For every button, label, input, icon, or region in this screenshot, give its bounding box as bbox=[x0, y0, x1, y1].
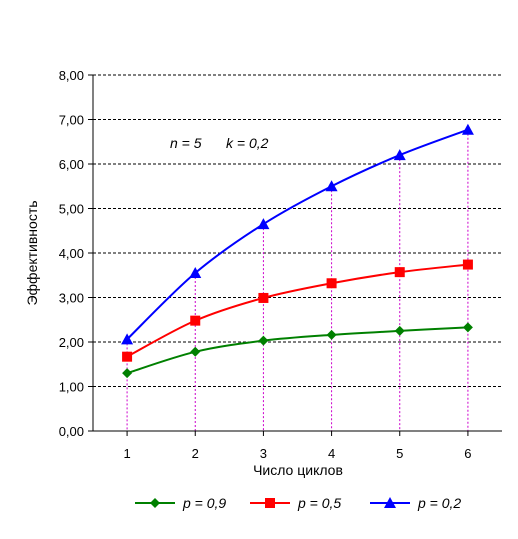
data-point bbox=[189, 267, 202, 279]
y-axis-title: Эффективность bbox=[24, 200, 40, 305]
y-tick-label: 8,00 bbox=[59, 68, 84, 83]
annotation-n: n = 5 bbox=[170, 135, 202, 151]
legend-label: p = 0,9 bbox=[182, 495, 226, 511]
data-point bbox=[258, 335, 269, 346]
data-point bbox=[190, 315, 201, 326]
data-point bbox=[325, 180, 338, 192]
x-tick-label: 5 bbox=[396, 446, 403, 461]
x-tick-label: 3 bbox=[260, 446, 267, 461]
data-point bbox=[257, 218, 270, 230]
data-point bbox=[461, 123, 474, 135]
y-tick-label: 2,00 bbox=[59, 335, 84, 350]
legend: p = 0,9 p = 0,5 p = 0,2 bbox=[135, 495, 461, 511]
data-point bbox=[121, 333, 134, 345]
data-point bbox=[393, 149, 406, 161]
drop-lines bbox=[126, 129, 469, 431]
y-tick-label: 0,00 bbox=[59, 424, 84, 439]
legend-item: p = 0,2 bbox=[370, 495, 461, 511]
data-point bbox=[190, 346, 201, 357]
axes bbox=[88, 74, 502, 436]
x-tick-label: 1 bbox=[123, 446, 130, 461]
y-tick-label: 3,00 bbox=[59, 291, 84, 306]
data-point bbox=[394, 325, 405, 336]
data-point bbox=[394, 267, 405, 278]
x-tick-label: 4 bbox=[328, 446, 335, 461]
y-tick-labels: 0,00 1,00 2,00 3,00 4,00 5,00 6,00 7,00 8,00 bbox=[59, 68, 84, 439]
series-group bbox=[121, 123, 474, 379]
gridlines bbox=[93, 74, 502, 387]
legend-label: p = 0,5 bbox=[297, 495, 341, 511]
series-1 bbox=[122, 322, 473, 379]
x-tick-label: 2 bbox=[192, 446, 199, 461]
series-3 bbox=[121, 123, 474, 345]
x-tick-labels: 1 2 3 4 5 6 bbox=[123, 446, 471, 461]
data-point bbox=[462, 259, 473, 270]
data-point bbox=[462, 322, 473, 333]
series-line bbox=[126, 326, 468, 375]
y-tick-label: 1,00 bbox=[59, 380, 84, 395]
x-axis-title: Число циклов bbox=[253, 462, 343, 478]
y-tick-label: 5,00 bbox=[59, 202, 84, 217]
y-tick-label: 6,00 bbox=[59, 157, 84, 172]
legend-label: p = 0,2 bbox=[417, 495, 461, 511]
series-line bbox=[126, 128, 469, 341]
legend-marker bbox=[384, 497, 396, 508]
series-line bbox=[126, 263, 469, 358]
annotation-k: k = 0,2 bbox=[226, 135, 269, 151]
legend-item: p = 0,9 bbox=[135, 495, 226, 511]
legend-marker bbox=[265, 498, 275, 508]
legend-item: p = 0,5 bbox=[250, 495, 341, 511]
data-point bbox=[326, 329, 337, 340]
legend-marker bbox=[150, 498, 160, 508]
x-tick-label: 6 bbox=[464, 446, 471, 461]
y-tick-label: 4,00 bbox=[59, 246, 84, 261]
data-point bbox=[122, 368, 133, 379]
data-point bbox=[326, 278, 337, 289]
series-2 bbox=[122, 259, 473, 362]
y-tick-label: 7,00 bbox=[59, 113, 84, 128]
data-point bbox=[122, 351, 133, 362]
data-point bbox=[258, 292, 269, 303]
